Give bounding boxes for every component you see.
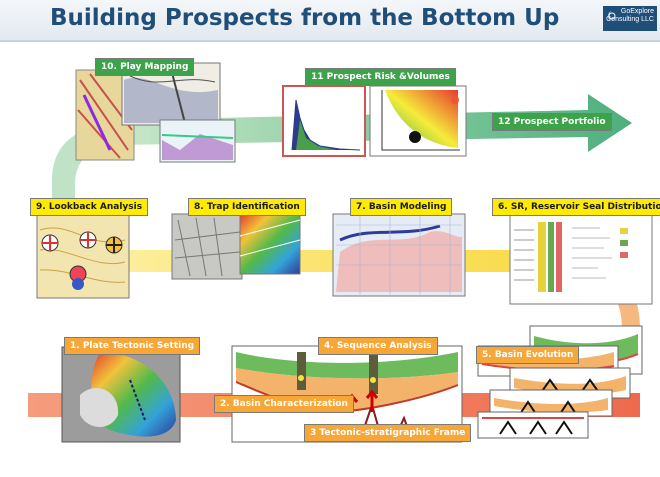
- step-8-trap-identification: 8. Trap Identification: [188, 198, 306, 216]
- brand-logo: GoExplore Consulting LLC: [603, 6, 657, 31]
- step-3-tectonic-stratigraphic-frame: 3 Tectonic-stratigraphic Frame: [304, 424, 472, 442]
- step-4-sequence-analysis: 4. Sequence Analysis: [318, 337, 438, 355]
- brand-line-2: Consulting LLC: [606, 16, 654, 23]
- risk-volume-plots: [282, 85, 467, 157]
- step-7-basin-modeling: 7. Basin Modeling: [350, 198, 453, 216]
- step-5-basin-evolution: 5. Basin Evolution: [476, 346, 580, 364]
- step-12-prospect-portfolio: 12 Prospect Portfolio: [492, 113, 612, 131]
- step-6-sr-reservoir-seal: 6. SR, Reservoir Seal Distribution: [492, 198, 660, 216]
- step-10-play-mapping: 10. Play Mapping: [95, 58, 195, 76]
- step-11-prospect-risk-volumes: 11 Prospect Risk &Volumes: [305, 68, 456, 86]
- play-mapping-images: [75, 62, 236, 163]
- lookback-map: [36, 213, 130, 299]
- globe-icon: [608, 11, 616, 21]
- basin-model-map: [332, 213, 466, 297]
- brand-line-1: GoExplore: [620, 8, 654, 15]
- trap-identification-images: [171, 213, 301, 280]
- title-bar: Building Prospects from the Bottom Up Go…: [0, 0, 660, 42]
- step-9-lookback-analysis: 9. Lookback Analysis: [30, 198, 149, 216]
- plate-tectonic-map: [61, 346, 181, 443]
- step-1-plate-tectonic-setting: 1. Plate Tectonic Setting: [64, 337, 201, 355]
- page-title: Building Prospects from the Bottom Up: [50, 5, 560, 31]
- step-2-basin-characterization: 2. Basin Characterization: [214, 395, 354, 413]
- sr-reservoir-chart: [509, 213, 653, 305]
- basin-evolution-sections: [477, 325, 643, 439]
